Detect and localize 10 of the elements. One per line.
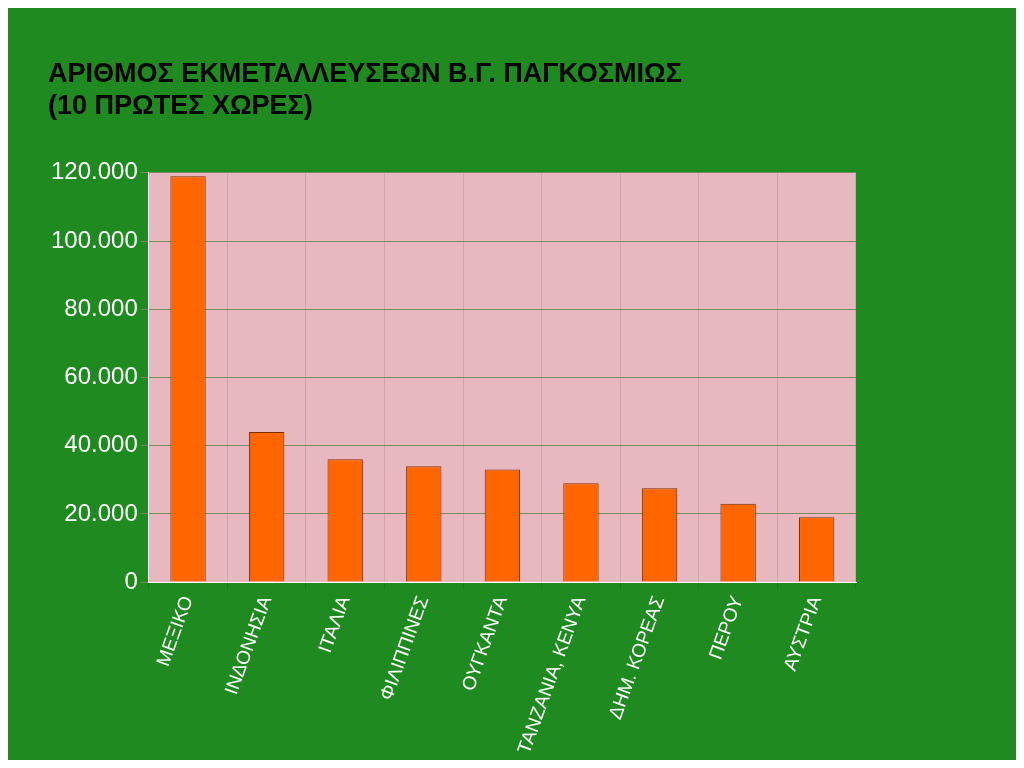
y-tick-label: 120.000 [50, 157, 138, 185]
y-tick-label: 20.000 [64, 498, 138, 526]
y-tick-label: 60.000 [64, 362, 138, 390]
x-tick-label: ΙΤΑΛΙΑ [314, 592, 354, 656]
chart-title: ΑΡΙΘΜΟΣ ΕΚΜΕΤΑΛΛΕΥΣΕΩΝ Β.Γ. ΠΑΓΚΟΣΜΙΩΣ (10 ΠΡΩΤΕΣ ΧΩΡΕΣ) [48, 57, 682, 121]
y-tick-label: 80.000 [64, 293, 138, 321]
y-tick-label: 0 [124, 566, 138, 594]
y-tick-label: 100.000 [50, 225, 138, 253]
y-tick-label: 40.000 [64, 430, 138, 458]
x-tick-label: ΠΕΡΟΥ [704, 592, 747, 663]
